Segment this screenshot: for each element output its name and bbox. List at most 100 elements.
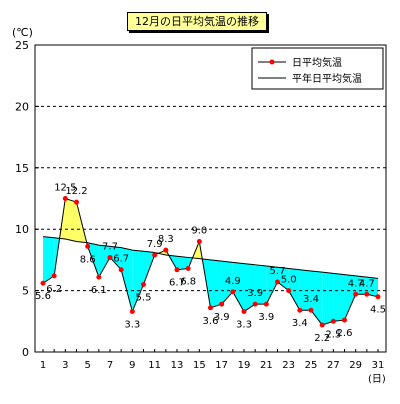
data-label: 2.6 bbox=[337, 328, 353, 339]
fill-below-normal bbox=[43, 236, 55, 284]
data-label: 4.7 bbox=[348, 278, 364, 289]
fill-below-normal bbox=[288, 268, 300, 311]
data-point bbox=[353, 291, 359, 297]
data-label: 7.9 bbox=[147, 239, 163, 250]
y-tick-label: 5 bbox=[22, 285, 29, 298]
x-tick-label: 17 bbox=[215, 360, 228, 371]
data-point bbox=[74, 199, 79, 205]
series-line-normal bbox=[42, 236, 379, 279]
y-tick-label: 20 bbox=[15, 100, 29, 113]
data-point bbox=[364, 291, 370, 297]
fill-below-normal bbox=[266, 266, 278, 305]
data-label: 4.7 bbox=[359, 278, 375, 289]
fill-below-normal bbox=[255, 264, 267, 305]
data-label: 12.5 bbox=[54, 183, 76, 194]
fill-below-normal bbox=[232, 262, 244, 312]
data-label: 2.5 bbox=[325, 329, 341, 340]
data-point bbox=[85, 243, 91, 249]
fill-below-normal bbox=[344, 274, 356, 321]
data-label: 5.6 bbox=[35, 291, 51, 302]
data-point bbox=[40, 280, 46, 286]
x-tick-label: 25 bbox=[305, 360, 318, 371]
data-point bbox=[51, 273, 57, 279]
data-point bbox=[129, 308, 135, 314]
data-label: 3.9 bbox=[214, 312, 230, 323]
data-label: 6.2 bbox=[46, 284, 62, 295]
data-label: 8.6 bbox=[80, 254, 96, 265]
data-point bbox=[275, 279, 280, 285]
fill-below-normal bbox=[221, 261, 233, 305]
data-label: 3.9 bbox=[247, 288, 263, 299]
data-label: 12.2 bbox=[65, 186, 87, 197]
data-point bbox=[263, 301, 269, 307]
x-tick-label: 9 bbox=[129, 360, 135, 371]
data-label: 5.5 bbox=[136, 292, 152, 303]
x-tick-label: 19 bbox=[238, 360, 251, 371]
legend-box bbox=[251, 47, 384, 90]
data-point bbox=[107, 254, 113, 260]
x-tick-label: 1 bbox=[40, 360, 46, 371]
x-tick-label: 5 bbox=[84, 360, 90, 371]
data-label: 3.4 bbox=[292, 318, 308, 329]
data-point bbox=[308, 307, 314, 313]
data-label: 6.7 bbox=[169, 278, 185, 289]
x-unit-label: (日) bbox=[368, 374, 386, 385]
grid-layer bbox=[35, 105, 386, 292]
fill-below-normal bbox=[132, 250, 144, 312]
fill-below-normal bbox=[110, 246, 122, 270]
data-label: 3.4 bbox=[303, 294, 319, 305]
x-tick-label: 29 bbox=[349, 360, 362, 371]
data-point bbox=[118, 267, 124, 273]
legend-label-actual: 日平均気温 bbox=[292, 56, 342, 69]
fill-below-normal bbox=[355, 275, 367, 295]
data-point bbox=[219, 301, 225, 307]
x-tick-label: 15 bbox=[193, 360, 206, 371]
labels-layer: 5.66.2 12.512.2 8.6 6.1 7.7 6.7 3.3 5.5 7.98.3 6.… bbox=[35, 183, 386, 344]
data-point bbox=[230, 289, 236, 295]
fill-below-normal bbox=[98, 245, 110, 278]
fill-below-normal bbox=[210, 259, 222, 308]
legend-label-normal: 平年日平均気温 bbox=[292, 72, 362, 85]
fill-below-normal bbox=[244, 263, 256, 312]
fill-below-normal bbox=[177, 256, 189, 270]
data-label: 5.0 bbox=[281, 275, 297, 286]
x-tick-label: 11 bbox=[148, 360, 161, 371]
x-tick-label: 13 bbox=[171, 360, 184, 371]
fill-below-normal bbox=[366, 277, 378, 297]
y-tick-label: 10 bbox=[15, 223, 29, 236]
y-tick-label: 0 bbox=[22, 346, 29, 359]
data-point bbox=[286, 288, 292, 294]
data-label: 8.3 bbox=[158, 234, 174, 245]
data-point bbox=[152, 252, 158, 258]
data-point bbox=[96, 274, 102, 280]
data-point bbox=[141, 281, 146, 287]
fill-below-normal bbox=[333, 273, 345, 322]
x-tick-label: 27 bbox=[327, 360, 340, 371]
x-tick-label: 3 bbox=[62, 360, 68, 371]
legend-marker-actual bbox=[269, 59, 275, 65]
fill-below-normal bbox=[121, 247, 133, 312]
data-point bbox=[297, 307, 303, 313]
data-label: 7.7 bbox=[102, 241, 118, 252]
data-point bbox=[319, 322, 325, 328]
data-label: 4.9 bbox=[225, 276, 241, 287]
data-point bbox=[330, 318, 336, 324]
data-label: 9.0 bbox=[191, 225, 207, 236]
fill-above-normal bbox=[65, 198, 77, 242]
data-point bbox=[252, 301, 258, 307]
y-unit-label: (℃) bbox=[12, 26, 33, 39]
data-point bbox=[342, 317, 347, 323]
x-tick-label: 23 bbox=[282, 360, 295, 371]
x-tick-label: 21 bbox=[260, 360, 273, 371]
y-tick-label: 25 bbox=[15, 39, 29, 52]
data-point bbox=[241, 308, 247, 314]
data-label: 4.5 bbox=[370, 305, 386, 316]
fill-below-normal bbox=[299, 269, 311, 311]
data-point bbox=[62, 196, 68, 201]
data-point bbox=[208, 305, 213, 311]
data-label: 3.3 bbox=[236, 319, 252, 330]
